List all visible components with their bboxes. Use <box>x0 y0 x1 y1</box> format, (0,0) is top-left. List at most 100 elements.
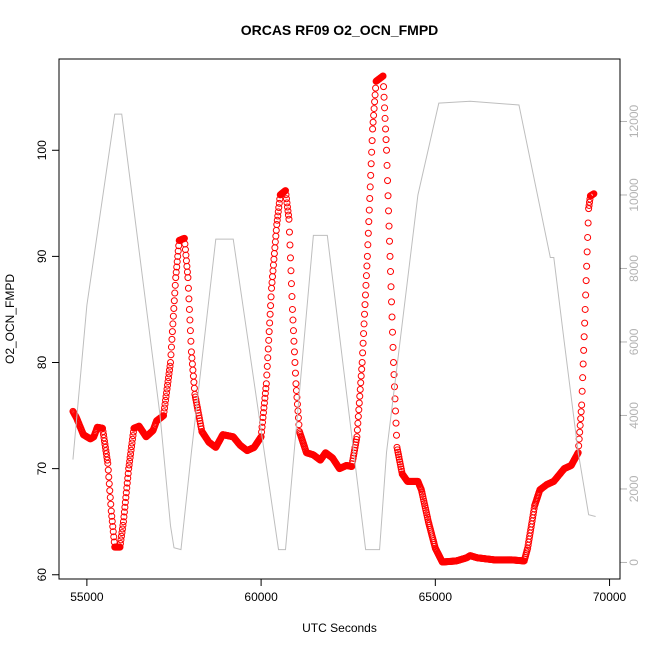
o2-data-point <box>260 404 268 412</box>
o2-data-point <box>263 371 271 379</box>
o2-data-point <box>106 487 114 495</box>
y-tick-label: 80 <box>35 356 49 370</box>
o2-data-point <box>267 293 275 301</box>
o2-data-point <box>122 489 130 497</box>
o2-data-point <box>384 192 392 200</box>
o2-data-point <box>284 207 292 215</box>
o2-data-point <box>126 457 134 465</box>
o2-data-point <box>186 327 194 335</box>
o2-data-point <box>273 216 281 224</box>
o2-data-point <box>363 252 371 260</box>
o2-data-point <box>369 125 377 133</box>
o2-data-point <box>169 320 177 328</box>
o2-data-point <box>168 328 176 336</box>
o2-data-point <box>289 327 297 335</box>
o2-data-point <box>388 298 396 306</box>
y2-tick-label: 8000 <box>627 255 641 282</box>
o2-data-point <box>262 385 270 393</box>
o2-data-point <box>167 359 174 367</box>
o2-data-point <box>371 98 379 106</box>
o2-data-point <box>579 374 587 382</box>
o2-data-point <box>170 297 178 305</box>
o2-data-point <box>283 203 291 211</box>
o2-data-point <box>356 392 364 400</box>
y2-tick-label: 4000 <box>627 402 641 429</box>
x-tick-label: 60000 <box>244 590 278 604</box>
o2-data-point <box>185 305 193 313</box>
o2-data-point <box>283 199 291 207</box>
o2-data-point <box>166 362 174 370</box>
y-axis-label: O2_OCN_FMPD <box>3 274 17 364</box>
o2-data-point <box>362 272 370 280</box>
o2-data-point <box>370 105 378 113</box>
o2-data-point <box>356 386 364 394</box>
o2-data-point <box>124 469 132 477</box>
o2-data-point <box>372 84 380 92</box>
o2-data-point <box>106 493 114 501</box>
o2-data-point <box>162 396 170 404</box>
o2-data-point <box>357 379 365 387</box>
o2-data-point <box>266 319 274 327</box>
o2-data-point <box>584 219 592 227</box>
o2-data-point <box>285 228 293 236</box>
o2-data-point <box>160 408 168 416</box>
x-tick-label: 65000 <box>419 590 453 604</box>
o2-data-point <box>360 320 368 328</box>
o2-data-point <box>126 454 134 462</box>
o2-data-point <box>162 393 170 401</box>
o2-data-point <box>581 305 589 313</box>
o2-data-point <box>291 359 299 367</box>
o2-data-point <box>102 447 110 455</box>
o2-data-point <box>186 316 194 324</box>
o2-data-point <box>274 208 282 216</box>
y-tick-label: 70 <box>35 462 49 476</box>
o2-data-point <box>273 221 281 229</box>
o2-data-point <box>365 206 373 214</box>
o2-data-point <box>172 274 180 282</box>
y2-tick-label: 12000 <box>627 104 641 138</box>
o2-data-point <box>165 370 173 378</box>
o2-data-point <box>265 328 273 336</box>
o2-data-point <box>100 431 108 439</box>
o2-data-point <box>170 304 178 312</box>
o2-data-point <box>265 336 273 344</box>
o2-data-point <box>105 480 113 488</box>
o2-data-point <box>281 187 289 195</box>
o2-data-point <box>361 310 369 318</box>
o2-data-point <box>127 450 135 458</box>
o2-data-point <box>381 104 389 112</box>
o2-data-point <box>120 508 128 516</box>
o2-data-point <box>355 406 363 414</box>
o2-data-point <box>291 369 299 377</box>
y2-tick-label: 0 <box>627 559 641 566</box>
o2-data-point <box>173 258 181 266</box>
o2-data-point <box>581 319 589 327</box>
o2-data-point <box>387 283 395 291</box>
o2-data-point <box>169 312 177 320</box>
o2-data-point <box>168 335 176 343</box>
o2-data-point <box>117 532 125 540</box>
o2-data-point <box>381 114 389 122</box>
o2-data-point <box>286 254 294 262</box>
o2-data-point <box>195 414 203 422</box>
altitude-line-layer <box>72 100 596 551</box>
o2-data-point <box>259 409 267 417</box>
o2-data-point <box>578 401 586 409</box>
o2-data-point <box>576 428 584 436</box>
o2-data-point <box>164 377 172 385</box>
o2-data-point <box>361 301 369 309</box>
o2-data-point <box>582 291 590 299</box>
o2-data-point <box>275 204 283 212</box>
o2-data-point <box>362 281 370 289</box>
o2-data-point <box>167 351 175 359</box>
o2-data-point <box>108 512 116 520</box>
o2-data-point <box>295 421 303 429</box>
y2-tick-label: 6000 <box>627 328 641 355</box>
o2-data-point <box>382 136 390 144</box>
o2-data-point <box>267 302 275 310</box>
o2-data-point <box>123 484 131 492</box>
o2-data-point <box>583 248 591 256</box>
o2-data-point <box>366 183 374 191</box>
